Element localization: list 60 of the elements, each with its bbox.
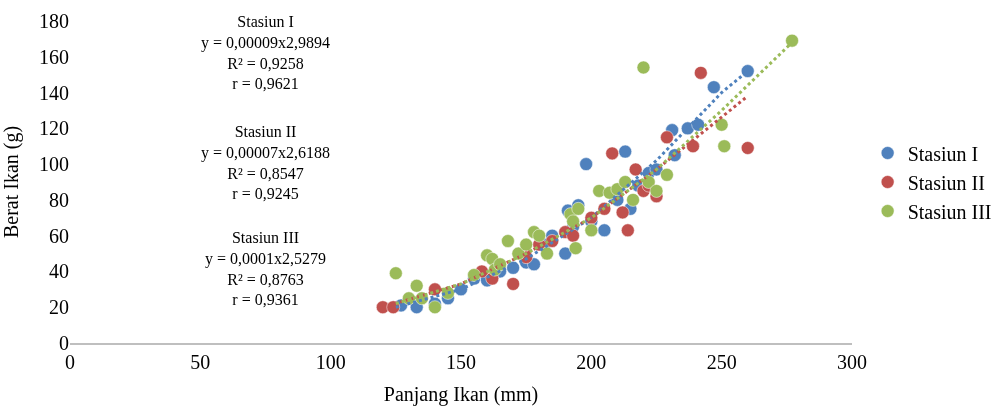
point [660,130,674,145]
point [428,300,442,314]
point [566,214,580,229]
point [501,234,515,248]
y-tick-label: 180 [39,10,69,32]
x-axis-title: Panjang Ikan (mm) [383,383,539,406]
point [618,175,632,189]
y-tick-label: 120 [39,117,69,140]
point [714,118,729,132]
y-tick-label: 0 [59,332,69,354]
point [618,144,632,159]
legend-label: Stasiun II [907,171,985,194]
point [660,168,674,182]
point [626,193,640,207]
point [686,139,700,153]
x-tick-label: 50 [190,351,211,373]
point [519,237,533,252]
point [694,66,708,80]
point [785,33,799,48]
point [584,223,599,238]
annotation: Stasiun I y = 0,00009x2,9894 R² = 0,9258 r = 0,9621 [201,13,331,93]
point [649,184,664,198]
point [566,228,580,243]
point [621,223,635,238]
y-tick-label: 140 [39,81,69,104]
point [597,223,612,238]
y-tick-label: 100 [39,153,69,176]
x-tick-label: 100 [315,351,346,373]
legend-label: Stasiun III [907,200,992,223]
y-tick-label: 40 [49,260,69,283]
y-tick-label: 160 [39,45,69,68]
y-tick-label: 60 [49,224,69,247]
legend-label: Stasiun I [907,142,979,165]
x-tick-label: 250 [706,351,737,373]
x-tick-label: 200 [576,351,607,373]
point [568,241,583,255]
point [532,228,546,243]
point [506,277,520,291]
point [691,118,705,132]
point [389,266,403,280]
point [506,261,520,275]
annotation: Stasiun III y = 0,0001x2,5279 R² = 0,8763 r = 0,9361 [205,229,327,309]
y-tick-label: 20 [49,296,69,319]
y-axis-title: Berat Ikan (g) [0,125,23,239]
point [558,246,573,261]
point [409,279,424,293]
point [628,162,643,177]
point [615,205,630,220]
y-tick-label: 80 [49,188,69,211]
point [707,80,721,94]
annotation: Stasiun II y = 0,00007x2,6188 R² = 0,8547 r = 0,9245 [201,123,331,203]
point [740,64,755,78]
point [636,60,651,75]
point [571,202,586,216]
point [605,146,619,161]
point [740,141,755,155]
x-tick-label: 300 [837,351,867,373]
point [579,157,593,171]
point [717,139,732,153]
x-tick-label: 150 [446,351,476,373]
